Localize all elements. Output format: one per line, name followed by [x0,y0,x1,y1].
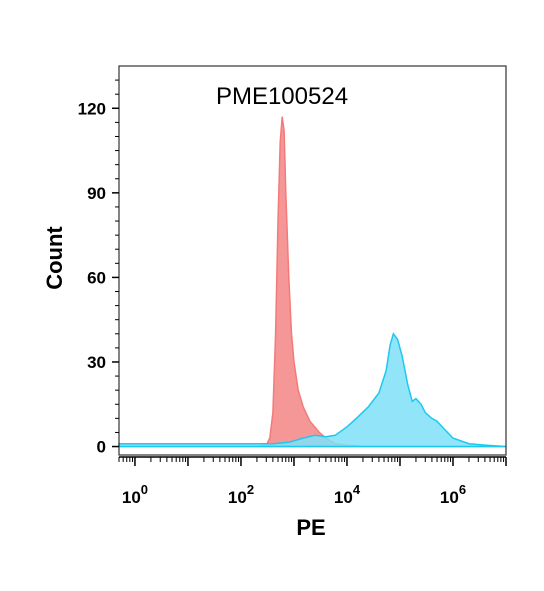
x-axis-title: PE [296,515,325,540]
x-tick-label: 100 [122,482,148,507]
x-tick-label: 102 [228,482,254,507]
x-tick-label: 106 [440,482,466,507]
y-tick-label: 0 [97,438,106,457]
chart-title: PME100524 [216,83,348,110]
y-tick-label: 30 [87,353,106,372]
axis-layer: 0 30 60 90 120 100 102 104 106 [78,79,507,507]
y-tick-label: 120 [78,99,106,118]
x-tick-label: 104 [334,482,361,507]
plot-frame [118,65,507,456]
histogram-series-2 [118,332,507,448]
histogram-series-1 [119,116,506,448]
y-tick-label: 90 [87,184,106,203]
series-layer [118,116,507,448]
y-tick-label: 60 [87,268,106,287]
y-axis-title: Count [42,226,67,290]
